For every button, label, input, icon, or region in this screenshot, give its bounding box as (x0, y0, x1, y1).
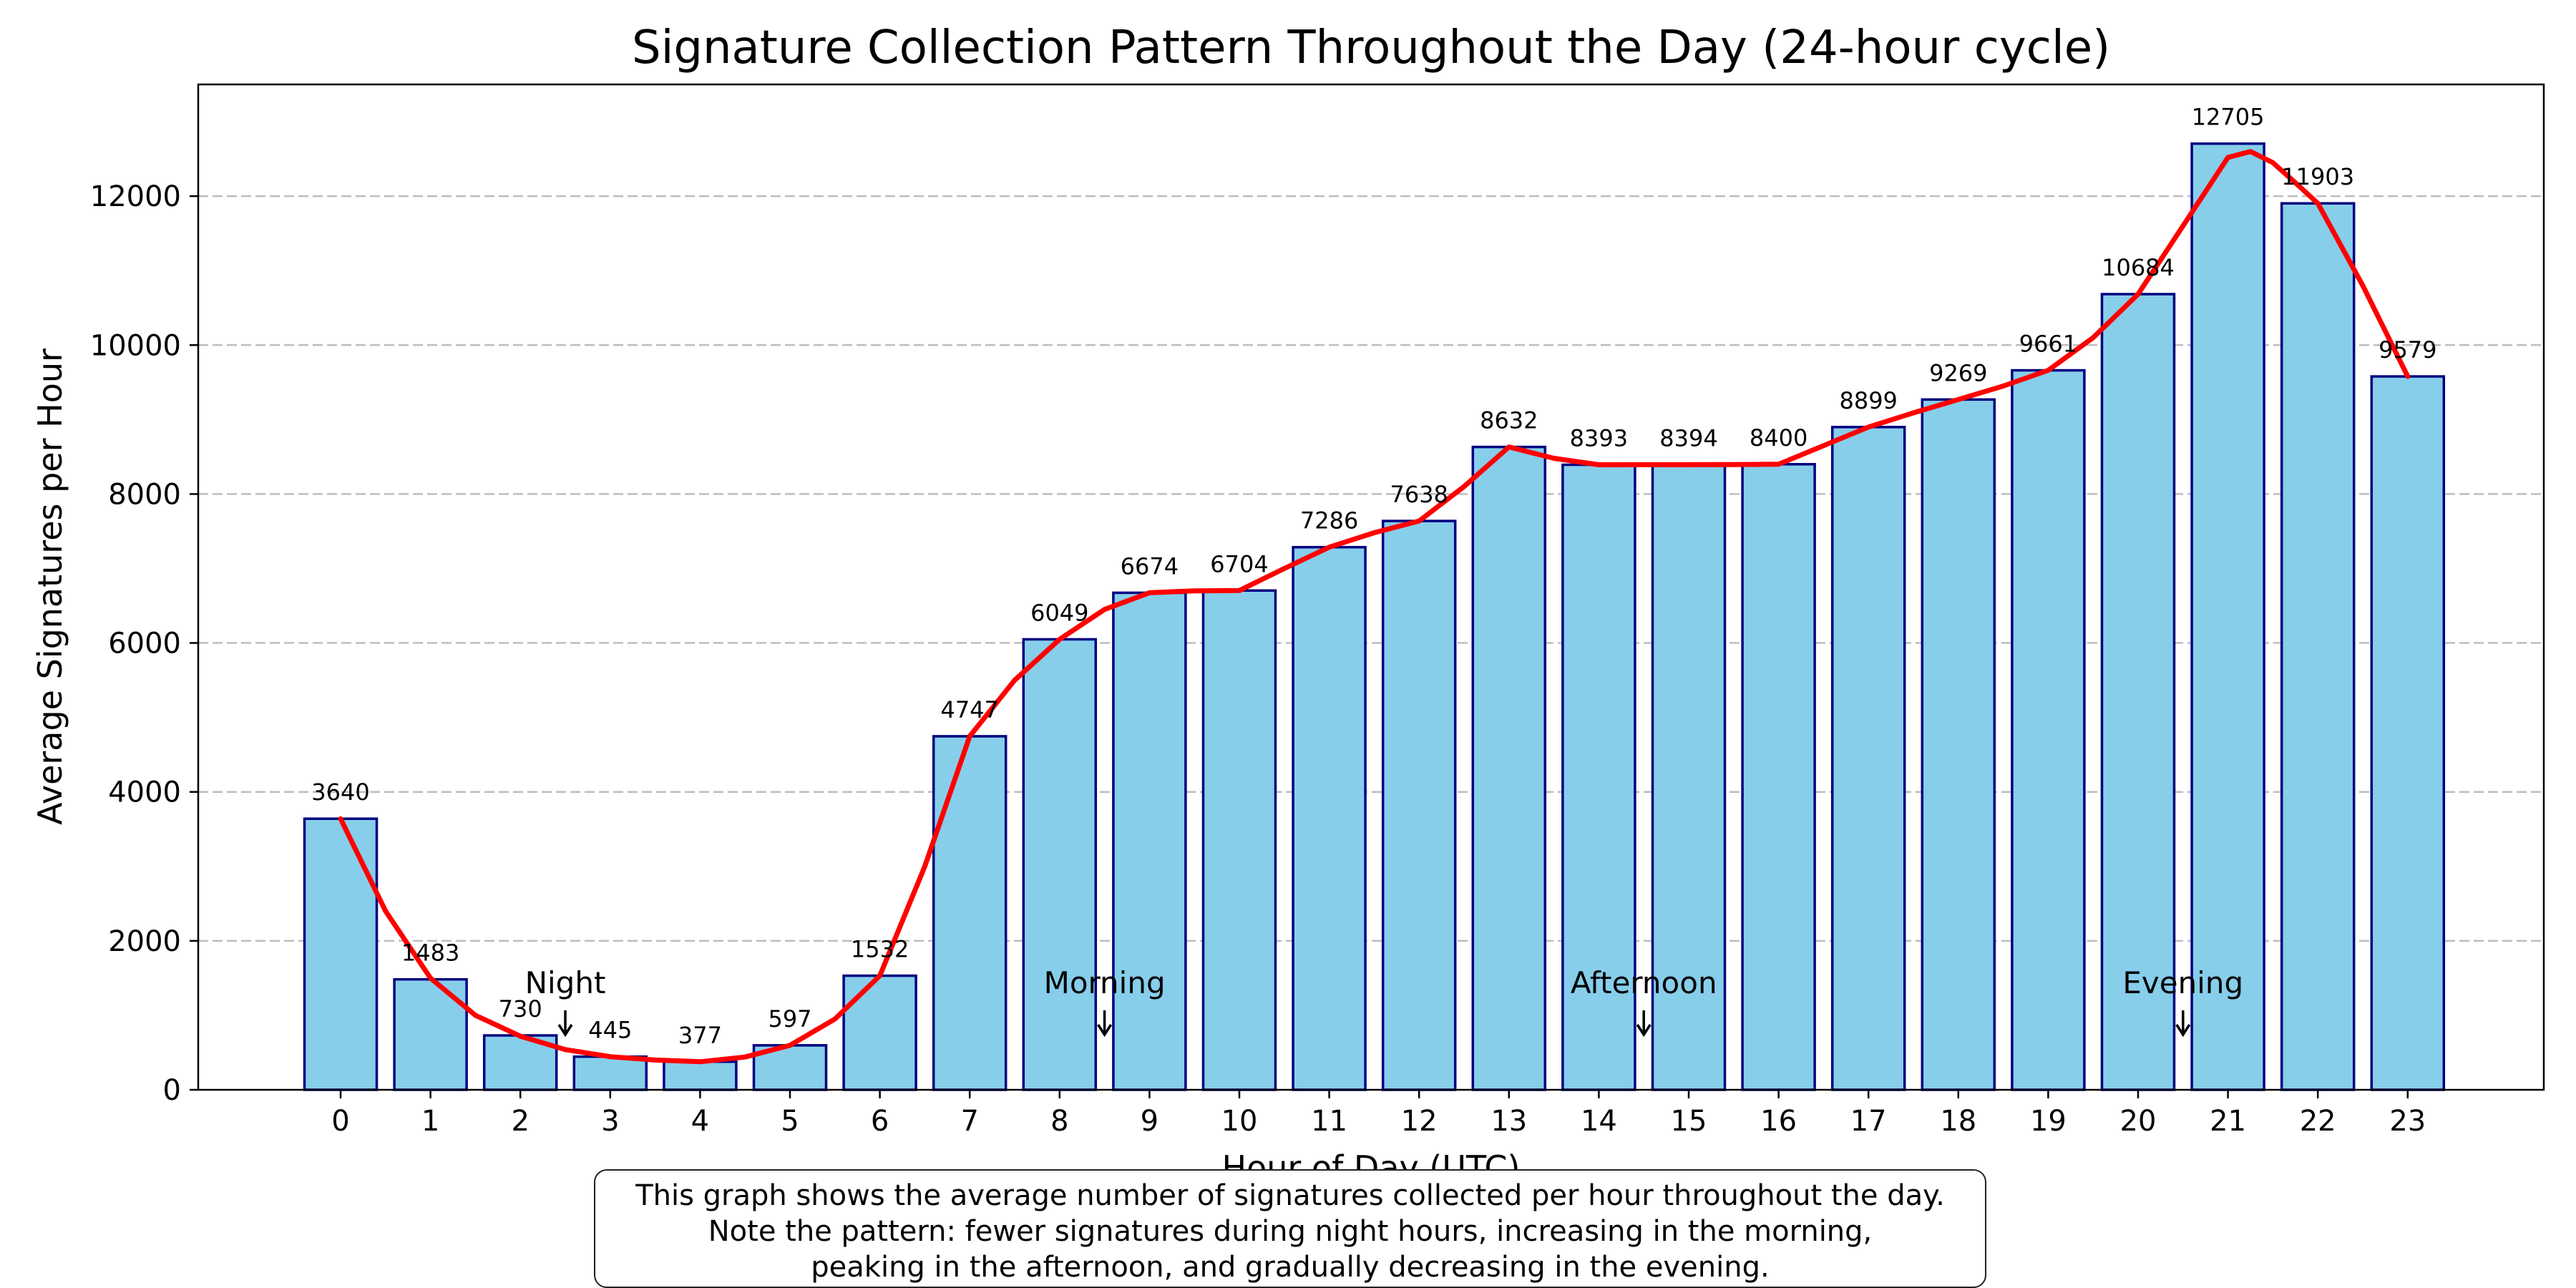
bars (303, 142, 2446, 1091)
period-annotation-label: Afternoon (1571, 965, 1717, 1000)
y-tick-label: 0 (163, 1074, 181, 1107)
bar-value-label: 9269 (1929, 359, 1987, 386)
bar-value-label: 445 (588, 1017, 632, 1044)
bar (1022, 638, 1098, 1091)
period-annotations: Night Morning Afternoon Evening (525, 965, 2243, 1038)
bar (1561, 463, 1636, 1091)
period-annotation-label: Morning (1044, 965, 1166, 1000)
x-tick-label: 23 (2389, 1105, 2426, 1138)
bar (1741, 463, 1816, 1091)
x-tick-label: 22 (2300, 1105, 2336, 1138)
bar-value-labels: 3640 1483 730 445 377 597 1532 4747 6049 6674 6704… (311, 104, 2436, 1049)
annotation-arrow-head (557, 1024, 573, 1038)
bar (572, 1055, 648, 1091)
x-tick-label: 3 (601, 1105, 619, 1138)
annotation-arrow-head (2175, 1024, 2191, 1038)
trend-line (338, 149, 2411, 1065)
y-tick-label: 4000 (108, 776, 181, 809)
x-tick-label: 5 (781, 1105, 799, 1138)
y-tick-label: 8000 (108, 478, 181, 511)
x-tick-label: 14 (1581, 1105, 1617, 1138)
bar-value-label: 8394 (1659, 424, 1717, 452)
bar-value-label: 1483 (401, 940, 459, 967)
x-tick-label: 17 (1850, 1105, 1887, 1138)
y-tick-label: 6000 (108, 628, 181, 660)
bar (1112, 591, 1187, 1091)
x-tick-label: 2 (511, 1105, 529, 1138)
bar (1830, 426, 1906, 1091)
bar (2280, 202, 2356, 1091)
caption-box: This graph shows the average number of s… (594, 1169, 1986, 1288)
x-tick-label: 10 (1221, 1105, 1258, 1138)
bar-value-label: 8400 (1750, 424, 1807, 452)
annotation-arrow-head (1097, 1024, 1113, 1038)
bar-value-label: 597 (768, 1005, 811, 1033)
x-tick-label: 18 (1940, 1105, 1976, 1138)
x-tick-label: 0 (331, 1105, 349, 1138)
x-tick-label: 12 (1401, 1105, 1438, 1138)
bar (842, 974, 917, 1091)
period-annotation-label: Night (525, 965, 606, 1000)
period-annotation-label: Evening (2122, 965, 2243, 1000)
x-tick-label: 21 (2210, 1105, 2246, 1138)
bar (1471, 445, 1547, 1091)
bar (1381, 519, 1457, 1091)
y-tick-label: 12000 (90, 180, 181, 213)
x-tick-label: 6 (871, 1105, 889, 1138)
bar-value-label: 8899 (1839, 387, 1897, 414)
y-axis-label: Average Signatures per Hour (31, 348, 69, 825)
bar (2190, 142, 2265, 1091)
bar-value-label: 6674 (1121, 552, 1179, 580)
x-tick-label: 8 (1050, 1105, 1068, 1138)
bar (1292, 545, 1367, 1091)
bar (932, 735, 1008, 1091)
caption-line-3: peaking in the afternoon, and gradually … (811, 1251, 1770, 1284)
bar-value-label: 12705 (2192, 104, 2265, 131)
bar-value-label: 3640 (311, 779, 369, 806)
bar-value-label: 7286 (1300, 507, 1358, 535)
x-tick-label: 9 (1141, 1105, 1158, 1138)
bar (1201, 589, 1277, 1091)
x-tick-label: 7 (960, 1105, 978, 1138)
annotation-arrow-head (1636, 1024, 1652, 1038)
bar-value-label: 377 (678, 1022, 722, 1049)
bar (2011, 369, 2086, 1091)
bar (1651, 463, 1727, 1091)
y-tick-label: 10000 (90, 329, 181, 362)
plot-frame (197, 83, 2545, 1091)
x-tick-label: 20 (2120, 1105, 2157, 1138)
caption-line-1: This graph shows the average number of s… (635, 1179, 1945, 1212)
bar (663, 1060, 738, 1091)
x-tick-label: 11 (1311, 1105, 1347, 1138)
bar-value-label: 9661 (2019, 331, 2077, 358)
x-tick-label: 16 (1760, 1105, 1797, 1138)
bar-value-label: 1532 (851, 936, 909, 963)
bar-value-label: 730 (499, 995, 542, 1023)
x-tick-label: 15 (1671, 1105, 1707, 1138)
caption-line-2: Note the pattern: fewer signatures durin… (708, 1215, 1873, 1248)
trend-line-path (338, 149, 2411, 1065)
y-tick-label: 2000 (108, 925, 181, 958)
bar-value-label: 8393 (1570, 425, 1628, 452)
bar (303, 817, 379, 1091)
x-axis: 0 1 2 3 4 5 6 7 8 9 10 11 12 13 14 15 16 17 18 19 20 21 22 23 (331, 1090, 2426, 1138)
bar (2100, 293, 2176, 1091)
bar-value-label: 9579 (2379, 336, 2436, 364)
x-tick-label: 13 (1491, 1105, 1527, 1138)
chart-title: Signature Collection Pattern Throughout … (632, 21, 2110, 74)
bar-value-label: 10684 (2102, 254, 2175, 281)
x-tick-label: 1 (421, 1105, 439, 1138)
x-tick-label: 19 (2030, 1105, 2067, 1138)
bar-value-label: 4747 (940, 696, 998, 723)
bar-value-label: 11903 (2281, 163, 2354, 190)
bar-value-label: 7638 (1390, 481, 1448, 508)
y-axis: 0 2000 4000 6000 8000 10000 12000 (90, 180, 198, 1107)
bar (2370, 375, 2446, 1091)
x-tick-label: 4 (691, 1105, 709, 1138)
bar (1921, 398, 1996, 1091)
bar-value-label: 6049 (1030, 599, 1088, 626)
bar-value-label: 8632 (1480, 407, 1538, 434)
bar-value-label: 6704 (1210, 550, 1268, 577)
